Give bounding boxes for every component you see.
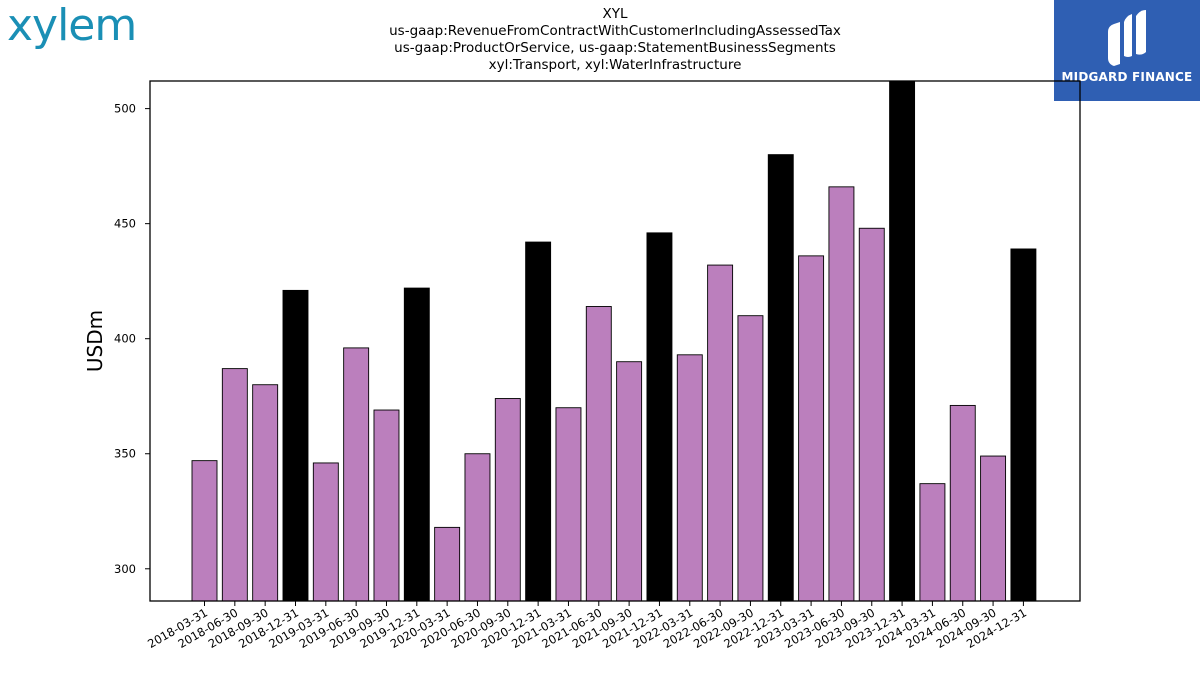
bar-2022-12-31	[767, 154, 794, 602]
bar-2020-12-31	[525, 241, 552, 602]
x-axis: 2018-03-312018-06-302018-09-302018-12-31…	[145, 601, 1029, 651]
y-axis-label: USDm	[83, 310, 107, 372]
bar-2024-12-31	[1010, 248, 1037, 602]
bar-2024-06-30	[949, 404, 976, 602]
bar-2019-09-30	[373, 409, 400, 602]
bar-2018-09-30	[252, 384, 279, 602]
chart-title: XYL	[602, 6, 628, 22]
chart-subtitle-3: xyl:Transport, xyl:WaterInfrastructure	[488, 57, 742, 73]
bar-2023-06-30	[828, 186, 855, 602]
bar-2022-03-31	[676, 354, 703, 602]
bar-2023-12-31	[889, 80, 916, 602]
bar-series	[191, 80, 1037, 602]
bar-2019-03-31	[312, 462, 339, 602]
y-tick-label: 350	[114, 447, 136, 461]
bar-2023-03-31	[798, 255, 825, 602]
plot-frame	[149, 80, 1081, 602]
bar-2022-06-30	[707, 264, 734, 602]
y-tick-label: 300	[114, 562, 136, 576]
y-tick-label: 450	[114, 217, 136, 231]
chart-subtitle-2: us-gaap:ProductOrService, us-gaap:Statem…	[394, 40, 836, 56]
bar-2020-09-30	[494, 398, 521, 602]
bar-2019-12-31	[403, 287, 430, 602]
bar-2018-12-31	[282, 289, 309, 602]
midgard-logo-text: MIDGARD FINANCE	[1061, 70, 1193, 84]
chart-subtitle-1: us-gaap:RevenueFromContractWithCustomerI…	[389, 23, 841, 39]
bar-2024-03-31	[919, 483, 946, 602]
bar-2020-06-30	[464, 453, 491, 602]
xylem-logo: xylem	[7, 0, 137, 51]
bar-2018-06-30	[221, 368, 248, 602]
bar-2021-12-31	[646, 232, 673, 602]
y-axis: 300 350 400 450 500	[114, 102, 150, 576]
chart-title-block: XYL us-gaap:RevenueFromContractWithCusto…	[0, 6, 1200, 74]
bar-2019-06-30	[343, 347, 370, 602]
midgard-finance-logo: MIDGARD FINANCE	[1054, 0, 1200, 101]
bar-2021-09-30	[616, 361, 643, 602]
y-tick-label: 500	[114, 102, 136, 116]
bar-2022-09-30	[737, 315, 764, 602]
bar-2020-03-31	[434, 526, 461, 602]
midgard-emblem-icon	[1108, 10, 1146, 66]
bar-2018-03-31	[191, 460, 218, 602]
bar-2021-03-31	[555, 407, 582, 602]
bar-2023-09-30	[858, 227, 885, 602]
bar-2021-06-30	[585, 306, 612, 602]
bar-2024-09-30	[980, 455, 1007, 602]
y-tick-label: 400	[114, 332, 136, 346]
